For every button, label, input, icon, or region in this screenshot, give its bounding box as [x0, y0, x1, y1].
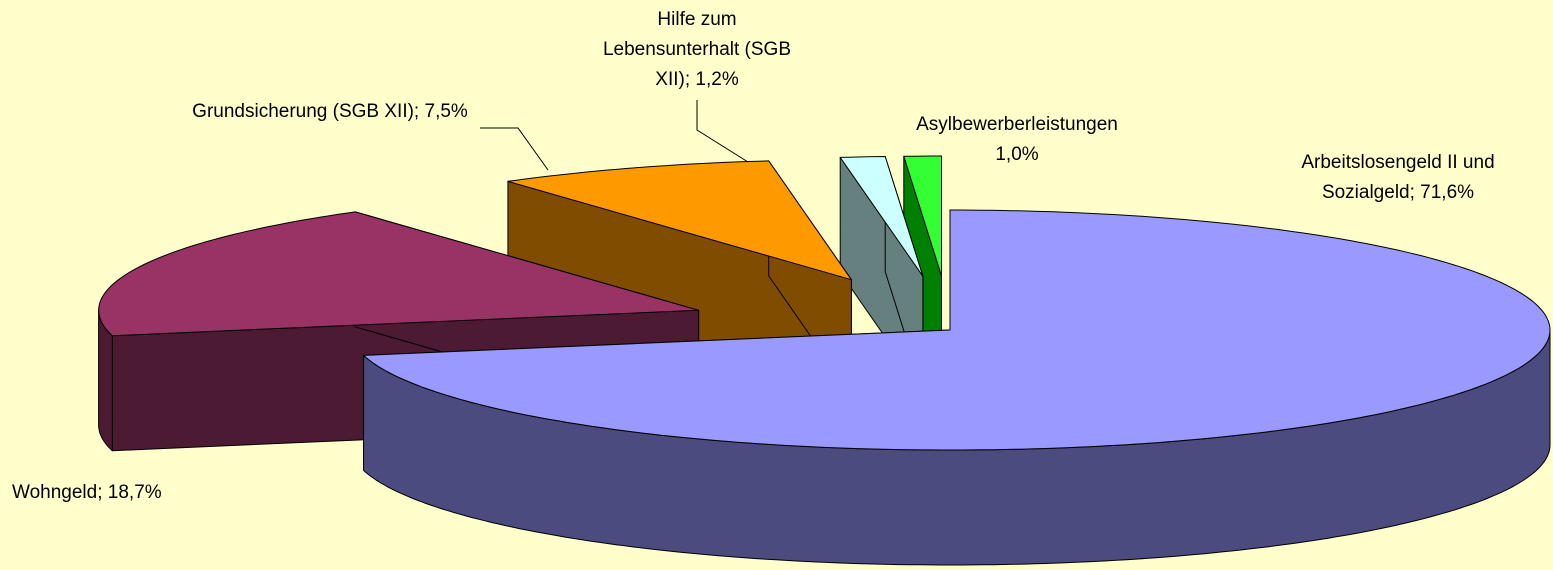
slice	[839, 156, 924, 277]
label-name: Arbeitslosengeld II und Sozialgeld;	[1301, 152, 1495, 203]
label-value: 18,7%	[107, 482, 162, 503]
data-label: Wohngeld; 18,7%	[12, 478, 272, 508]
label-value: 1,0%	[995, 144, 1039, 165]
pie	[98, 155, 1551, 566]
leader-line	[696, 100, 749, 163]
slice	[363, 209, 1551, 451]
data-label: Grundsicherung (SGB XII); 7,5%	[180, 97, 480, 127]
label-value: 1,2%	[695, 69, 739, 90]
label-value: 7,5%	[424, 101, 468, 122]
label-value: 71,6%	[1420, 182, 1475, 203]
label-name: Hilfe zum Lebensunterhalt (SGB XII);	[602, 9, 791, 90]
label-name: Wohngeld;	[12, 482, 103, 503]
label-name: Asylbewerberleistungen	[916, 114, 1118, 135]
slice	[903, 155, 942, 277]
slice	[98, 211, 700, 337]
data-label: Asylbewerberleistungen 1,0%	[900, 110, 1134, 170]
data-label: Arbeitslosengeld II und Sozialgeld; 71,6…	[1300, 148, 1496, 208]
leader-line	[480, 127, 549, 171]
data-label: Hilfe zum Lebensunterhalt (SGB XII); 1,2…	[600, 5, 794, 95]
label-name: Grundsicherung (SGB XII);	[192, 101, 420, 122]
slice	[507, 160, 852, 281]
